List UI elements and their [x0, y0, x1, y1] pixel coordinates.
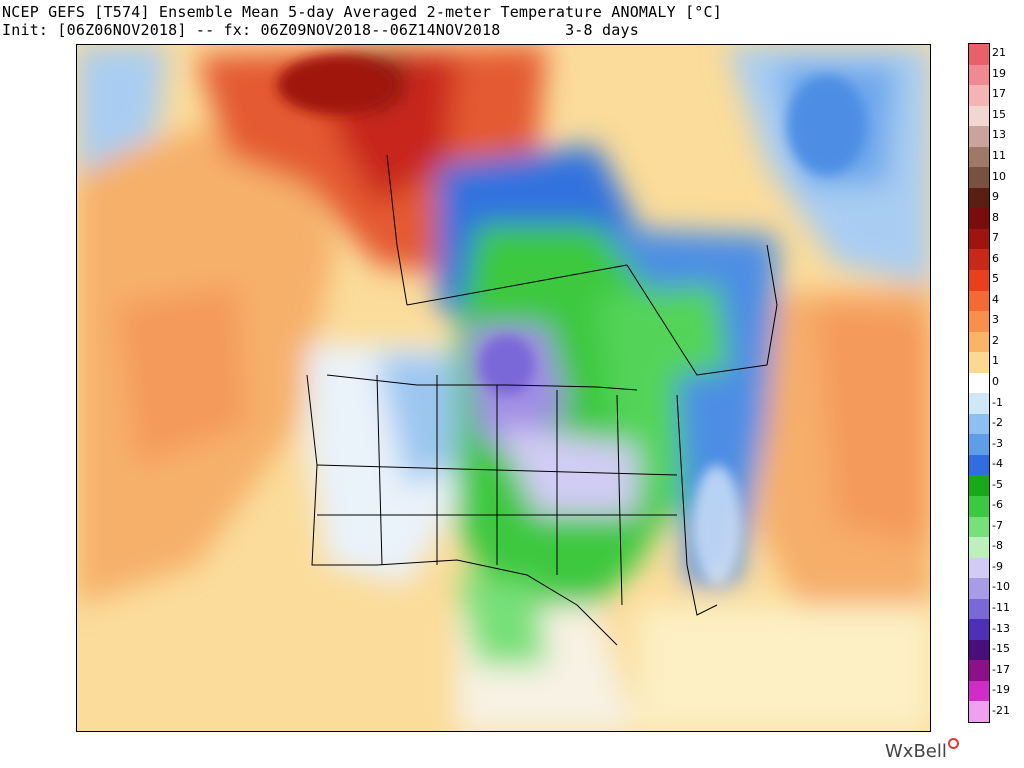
colorbar-cell — [969, 126, 989, 148]
colorbar-cell — [969, 105, 989, 127]
colorbar-cell — [969, 146, 989, 168]
colorbar-label: -4 — [992, 457, 1003, 471]
colorbar-label: 6 — [992, 251, 999, 265]
chart-title: NCEP GEFS [T574] Ensemble Mean 5-day Ave… — [2, 3, 722, 21]
colorbar-label: 0 — [992, 375, 999, 388]
colorbar-label: -7 — [992, 518, 1003, 532]
colorbar-cell — [969, 680, 989, 702]
brand-dot-icon — [947, 738, 959, 749]
colorbar-label: -19 — [992, 683, 1010, 697]
colorbar-cell — [969, 454, 989, 476]
colorbar-label: 19 — [992, 66, 1006, 80]
colorbar-label: 3 — [992, 313, 999, 327]
colorbar-label: -10 — [992, 580, 1010, 594]
colorbar-cell — [969, 311, 989, 333]
colorbar-cell — [969, 578, 989, 600]
colorbar-label: 4 — [992, 292, 999, 306]
colorbar-label: -6 — [992, 498, 1003, 512]
brand-text: WxBell — [885, 741, 947, 762]
anomaly-detail — [277, 55, 867, 585]
anomaly-shading — [77, 45, 930, 731]
colorbar-cell — [969, 85, 989, 107]
colorbar-cell — [969, 639, 989, 661]
colorbar-label: -8 — [992, 539, 1003, 553]
colorbar-cell — [969, 352, 989, 374]
colorbar-cell — [969, 228, 989, 250]
colorbar-label: -3 — [992, 436, 1003, 450]
colorbar-label: 10 — [992, 169, 1006, 183]
colorbar-label: 11 — [992, 149, 1006, 162]
colorbar-cell — [969, 393, 989, 415]
colorbar-label: 9 — [992, 190, 999, 204]
colorbar-label: 13 — [992, 128, 1006, 142]
colorbar-label: 7 — [992, 231, 999, 245]
colorbar-cell — [969, 331, 989, 353]
colorbar — [968, 43, 990, 723]
colorbar-cell — [969, 619, 989, 641]
colorbar-label: -2 — [992, 416, 1003, 430]
anomaly-map — [76, 44, 931, 732]
colorbar-cell — [969, 598, 989, 620]
chart-subtitle: Init: [06Z06NOV2018] -- fx: 06Z09NOV2018… — [2, 21, 639, 39]
colorbar-label: 21 — [992, 46, 1006, 60]
colorbar-cell — [969, 208, 989, 230]
colorbar-cell — [969, 64, 989, 86]
colorbar-cell — [969, 413, 989, 435]
colorbar-cell — [969, 372, 989, 394]
colorbar-cell — [969, 249, 989, 271]
colorbar-label: -5 — [992, 477, 1003, 491]
colorbar-label: -13 — [992, 621, 1010, 635]
colorbar-label: -1 — [992, 395, 1003, 409]
colorbar-cell — [969, 496, 989, 518]
colorbar-cell — [969, 290, 989, 312]
colorbar-cell — [969, 434, 989, 456]
colorbar-cell — [969, 475, 989, 497]
colorbar-cell — [969, 167, 989, 189]
political-borders — [306, 154, 778, 646]
anomaly-map-graphic — [77, 45, 930, 731]
colorbar-cell — [969, 516, 989, 538]
colorbar-label: 5 — [992, 272, 999, 286]
colorbar-cell — [969, 187, 989, 209]
colorbar-cell — [969, 537, 989, 559]
colorbar-label: 15 — [992, 107, 1006, 121]
colorbar-label: -9 — [992, 559, 1003, 573]
colorbar-label: -11 — [992, 601, 1010, 614]
colorbar-label: 1 — [992, 354, 999, 368]
colorbar-cell — [969, 660, 989, 682]
colorbar-cell — [969, 44, 989, 66]
colorbar-cell — [969, 701, 989, 723]
colorbar-label: -21 — [992, 703, 1010, 717]
wxbell-logo: WxBell — [885, 738, 959, 762]
colorbar-label: 8 — [992, 210, 999, 224]
colorbar-label: 2 — [992, 333, 999, 347]
colorbar-label: -17 — [992, 662, 1010, 676]
colorbar-label: 17 — [992, 87, 1006, 101]
colorbar-cell — [969, 270, 989, 292]
colorbar-cell — [969, 557, 989, 579]
colorbar-label: -15 — [992, 642, 1010, 656]
